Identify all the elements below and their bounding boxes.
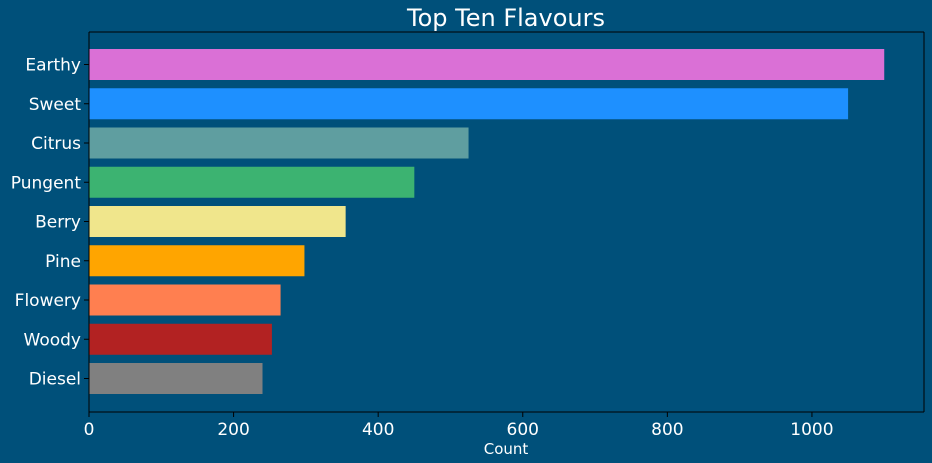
bar-pungent	[89, 166, 415, 198]
y-tick-label: Pungent	[11, 173, 82, 193]
bar-pine	[89, 245, 305, 277]
y-tick-label: Citrus	[31, 134, 81, 154]
x-tick-label: 0	[84, 420, 95, 440]
x-tick-labels: 0 200 400 600 800 1000	[84, 412, 834, 440]
y-tick-label: Sweet	[29, 95, 82, 115]
chart-title: Top Ten Flavours	[406, 4, 605, 32]
bar-woody	[89, 323, 272, 355]
bar-citrus	[89, 127, 469, 159]
y-tick-label: Earthy	[25, 56, 81, 76]
x-tick-label: 200	[217, 420, 249, 440]
y-tick-label: Diesel	[29, 370, 81, 390]
y-tick-label: Flowery	[15, 291, 81, 311]
x-axis-label: Count	[484, 440, 529, 458]
x-tick-label: 600	[507, 420, 539, 440]
x-tick-label: 1000	[790, 420, 833, 440]
bar-earthy	[89, 49, 885, 80]
y-tick-label: Pine	[45, 252, 81, 272]
y-tick-labels: Earthy Sweet Citrus Pungent Berry Pine Flowery…	[11, 56, 89, 390]
x-tick-label: 400	[362, 420, 394, 440]
bar-berry	[89, 206, 346, 237]
x-tick-label: 800	[651, 420, 683, 440]
bar-sweet	[89, 88, 849, 120]
bars-group	[89, 49, 885, 394]
y-tick-label: Berry	[35, 213, 81, 233]
bar-flowery	[89, 284, 281, 316]
y-tick-label: Woody	[24, 330, 81, 350]
bar-diesel	[89, 363, 263, 394]
